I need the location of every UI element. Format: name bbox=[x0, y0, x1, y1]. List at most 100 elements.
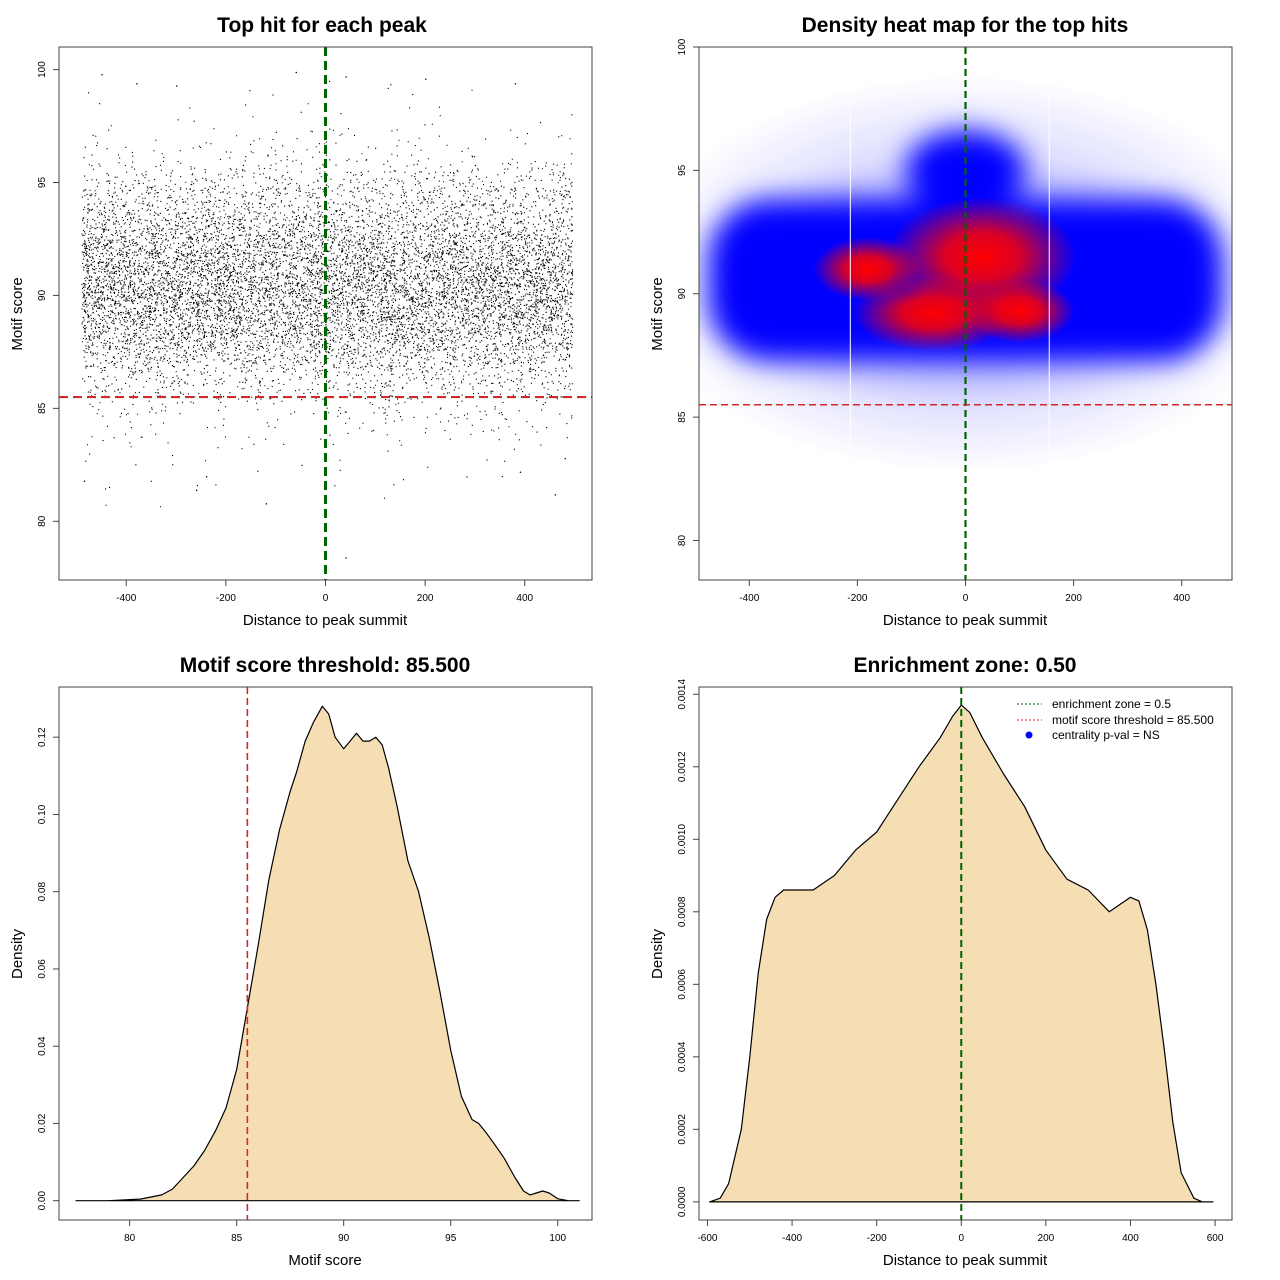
scatter-points bbox=[81, 71, 574, 559]
heatmap-area bbox=[699, 74, 1232, 474]
y-axis-ticks: 0.0000 0.0002 0.0004 0.0006 0.0008 0.0010 0.00… bbox=[677, 679, 699, 1217]
chart-title: Top hit for each peak bbox=[217, 14, 427, 37]
scatter-point bbox=[136, 83, 138, 85]
x-tick-label: -600 bbox=[697, 1233, 717, 1244]
x-tick-label: -200 bbox=[216, 593, 236, 604]
y-tick-label: 0.04 bbox=[37, 1036, 48, 1056]
x-tick-label: 100 bbox=[549, 1233, 566, 1244]
density-hotspot bbox=[964, 279, 1075, 344]
y-tick-label: 0.12 bbox=[37, 727, 48, 747]
chart-title: Motif score threshold: 85.500 bbox=[180, 654, 471, 677]
scatter-point bbox=[295, 71, 297, 74]
y-axis-label: Motif score bbox=[649, 277, 666, 350]
y-tick-label: 100 bbox=[677, 38, 688, 55]
y-tick-label: 0.0000 bbox=[677, 1186, 688, 1217]
x-tick-label: -200 bbox=[867, 1233, 887, 1244]
y-tick-label: 80 bbox=[677, 535, 688, 547]
x-axis-label: Motif score bbox=[288, 1252, 361, 1269]
y-axis-ticks: 0.00 0.02 0.04 0.06 0.08 0.10 0.12 bbox=[37, 727, 59, 1210]
x-axis-ticks: -400 -200 0 200 400 bbox=[116, 580, 534, 604]
y-tick-label: 0.06 bbox=[37, 959, 48, 979]
scatter-point bbox=[345, 76, 347, 78]
panel-score-density: Motif score threshold: 85.500 80 85 90 95 10… bbox=[9, 654, 593, 1269]
panel-distance-density: Enrichment zone: 0.50 -600 -400 -200 0 200 40… bbox=[649, 654, 1233, 1269]
y-tick-label: 0.0012 bbox=[677, 751, 688, 782]
x-tick-label: 200 bbox=[1038, 1233, 1055, 1244]
scatter-dots bbox=[81, 80, 574, 508]
x-tick-label: 400 bbox=[1122, 1233, 1139, 1244]
scatter-point bbox=[425, 78, 427, 80]
density-hotspot bbox=[813, 237, 924, 302]
y-tick-label: 0.0010 bbox=[677, 824, 688, 855]
x-tick-label: 0 bbox=[323, 593, 329, 604]
y-tick-label: 0.0002 bbox=[677, 1114, 688, 1145]
y-tick-label: 0.08 bbox=[37, 882, 48, 902]
plot-frame bbox=[698, 686, 1233, 1221]
x-tick-label: 200 bbox=[417, 593, 434, 604]
x-tick-label: 90 bbox=[338, 1233, 350, 1244]
legend: enrichment zone = 0.5 motif score thresh… bbox=[1017, 697, 1214, 742]
y-tick-label: 90 bbox=[677, 288, 688, 300]
y-axis-ticks: 80 85 90 95 100 bbox=[37, 61, 59, 527]
y-tick-label: 90 bbox=[37, 289, 48, 301]
x-axis-ticks: -400 -200 0 200 400 bbox=[739, 580, 1191, 604]
y-tick-label: 0.0008 bbox=[677, 896, 688, 927]
y-tick-label: 95 bbox=[37, 177, 48, 189]
y-tick-label: 85 bbox=[37, 402, 48, 414]
y-tick-label: 85 bbox=[677, 411, 688, 423]
scatter-point bbox=[514, 83, 517, 85]
reference-lines bbox=[59, 47, 592, 580]
x-tick-label: 600 bbox=[1207, 1233, 1224, 1244]
x-axis-ticks: 80 85 90 95 100 bbox=[124, 1220, 567, 1244]
x-tick-label: 400 bbox=[516, 593, 533, 604]
x-tick-label: 85 bbox=[231, 1233, 243, 1244]
y-tick-label: 0.02 bbox=[37, 1113, 48, 1133]
y-tick-label: 0.0004 bbox=[677, 1041, 688, 1072]
scatter-point bbox=[519, 471, 522, 473]
chart-title: Enrichment zone: 0.50 bbox=[854, 654, 1077, 677]
legend-entry: enrichment zone = 0.5 bbox=[1052, 697, 1171, 711]
scatter-point bbox=[83, 480, 86, 482]
y-tick-label: 0.00 bbox=[37, 1191, 48, 1211]
x-tick-label: -400 bbox=[739, 593, 759, 604]
x-tick-label: 0 bbox=[963, 593, 969, 604]
scatter-point bbox=[265, 503, 268, 505]
y-tick-label: 0.0006 bbox=[677, 969, 688, 1000]
x-tick-label: 200 bbox=[1065, 593, 1082, 604]
scatter-point bbox=[554, 494, 556, 496]
x-tick-label: 80 bbox=[124, 1233, 136, 1244]
plot-frame bbox=[58, 686, 593, 1221]
y-tick-label: 0.0014 bbox=[677, 679, 688, 710]
legend-swatch-blue bbox=[1025, 731, 1033, 739]
x-tick-label: -400 bbox=[782, 1233, 802, 1244]
scatter-point bbox=[205, 476, 208, 478]
y-axis-label: Density bbox=[649, 928, 666, 979]
x-tick-label: -200 bbox=[847, 593, 867, 604]
x-tick-label: 95 bbox=[445, 1233, 457, 1244]
reference-lines bbox=[699, 47, 1232, 580]
chart-title: Density heat map for the top hits bbox=[802, 14, 1129, 37]
y-tick-label: 80 bbox=[37, 515, 48, 527]
scatter-point bbox=[101, 74, 103, 76]
y-axis-label: Motif score bbox=[9, 277, 26, 350]
y-tick-label: 95 bbox=[677, 164, 688, 176]
x-axis-label: Distance to peak summit bbox=[883, 1252, 1048, 1269]
x-axis-ticks: -600 -400 -200 0 200 400 600 bbox=[697, 1220, 1224, 1244]
y-tick-label: 0.10 bbox=[37, 804, 48, 824]
heatmap-density bbox=[699, 74, 1232, 474]
scatter-point bbox=[564, 458, 566, 460]
y-tick-label: 100 bbox=[37, 61, 48, 78]
scatter-point bbox=[195, 489, 198, 491]
panel-heatmap: Density heat map for the top hits -400 -2… bbox=[649, 14, 1233, 629]
x-tick-label: -400 bbox=[116, 593, 136, 604]
density-area bbox=[75, 705, 580, 1202]
panel-scatter: Top hit for each peak -400 -200 0 200 400 80… bbox=[9, 14, 593, 629]
scatter-point bbox=[176, 85, 178, 87]
y-axis-label: Density bbox=[9, 928, 26, 979]
x-axis-label: Distance to peak summit bbox=[883, 612, 1048, 629]
legend-entry: centrality p-val = NS bbox=[1052, 728, 1160, 742]
x-axis-label: Distance to peak summit bbox=[243, 612, 408, 629]
legend-entry: motif score threshold = 85.500 bbox=[1052, 713, 1214, 727]
y-axis-ticks: 80 85 90 95 100 bbox=[677, 38, 699, 546]
